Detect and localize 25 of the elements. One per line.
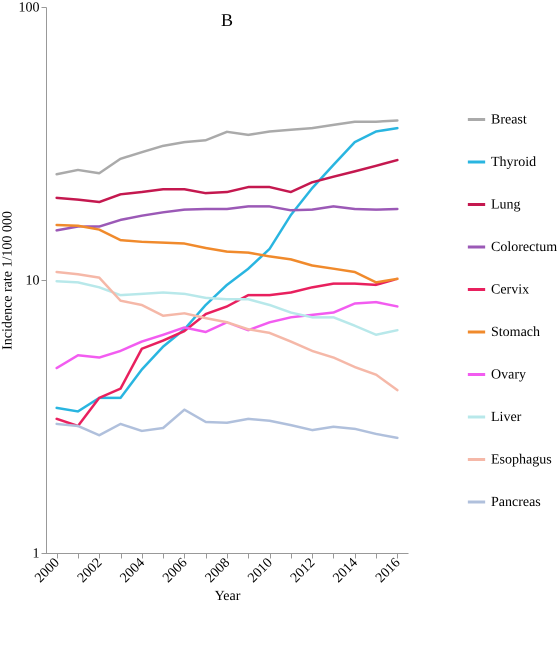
legend-label: Colorectum [491, 240, 558, 255]
line-series [55, 158, 399, 204]
y-axis-title: Incidence rate 1/100 000 [0, 211, 16, 350]
line-series [55, 270, 399, 392]
line-series [55, 280, 399, 336]
line-series [55, 119, 399, 176]
y-tick-label: 100 [18, 0, 40, 16]
line-series [55, 205, 399, 232]
legend-label: Stomach [491, 325, 540, 340]
y-tick-label: 1 [32, 546, 40, 562]
y-tick-label: 10 [26, 274, 40, 288]
legend-label: Thyroid [491, 155, 536, 170]
legend-label: Esophagus [491, 452, 552, 468]
line-series [55, 278, 399, 428]
legend-label: Lung [491, 198, 521, 212]
legend-label: Pancreas [491, 495, 541, 510]
legend-label: Ovary [491, 368, 526, 382]
x-axis-title: Year [214, 589, 241, 604]
line-series [55, 408, 399, 440]
chart-title: B [220, 10, 234, 30]
line-series [55, 224, 399, 284]
legend-label: Breast [491, 112, 527, 128]
legend-label: Cervix [491, 282, 530, 298]
legend-label: Liver [491, 410, 522, 425]
line-series [55, 126, 399, 413]
